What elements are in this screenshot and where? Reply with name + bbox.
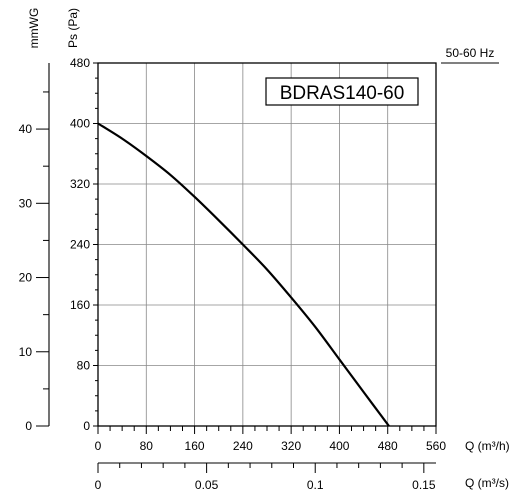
y-pa-tick-label: 0	[83, 419, 90, 433]
model-label-box	[265, 77, 419, 106]
y-mmwg-tick-label: 10	[19, 345, 33, 359]
x2-tick-label: 0.05	[195, 478, 219, 492]
model-label: BDRAS140-60	[280, 83, 405, 104]
y-pa-tick-label: 320	[70, 177, 90, 191]
axis-ticks	[36, 62, 437, 473]
y-mmwg-tick-label: 20	[19, 271, 33, 285]
y-mmwg-tick-label: 40	[19, 122, 33, 136]
x-tick-label: 160	[185, 439, 205, 453]
x-tick-label: 560	[426, 439, 446, 453]
y-pa-tick-label: 400	[70, 117, 90, 131]
y-pa-tick-label: 480	[70, 56, 90, 70]
x-tick-label: 80	[140, 439, 154, 453]
x2-tick-label: 0.15	[412, 478, 436, 492]
grid	[98, 63, 436, 426]
y-mmwg-tick-label: 30	[19, 196, 33, 210]
x-tick-label: 320	[281, 439, 301, 453]
y-pa-tick-label: 160	[70, 298, 90, 312]
y-pa-tick-label: 80	[77, 359, 91, 373]
x-label: Q (m³/h)	[465, 439, 510, 453]
y-mmwg-tick-label: 0	[25, 419, 32, 433]
y-pa-tick-label: 240	[70, 238, 90, 252]
x-tick-label: 480	[378, 439, 398, 453]
x-tick-label: 240	[233, 439, 253, 453]
x-tick-label: 0	[95, 439, 102, 453]
x-tick-label: 400	[329, 439, 349, 453]
x2-label: Q (m³/s)	[465, 476, 509, 490]
y-right-label: Ps (Pa)	[66, 8, 80, 48]
x2-tick-label: 0	[95, 478, 102, 492]
frequency-label: 50-60 Hz	[446, 46, 495, 60]
plot-area	[97, 62, 437, 427]
series-line	[97, 122, 390, 427]
y-left-label: mmWG	[27, 8, 41, 49]
x2-tick-label: 0.1	[307, 478, 324, 492]
series-points	[98, 123, 389, 426]
